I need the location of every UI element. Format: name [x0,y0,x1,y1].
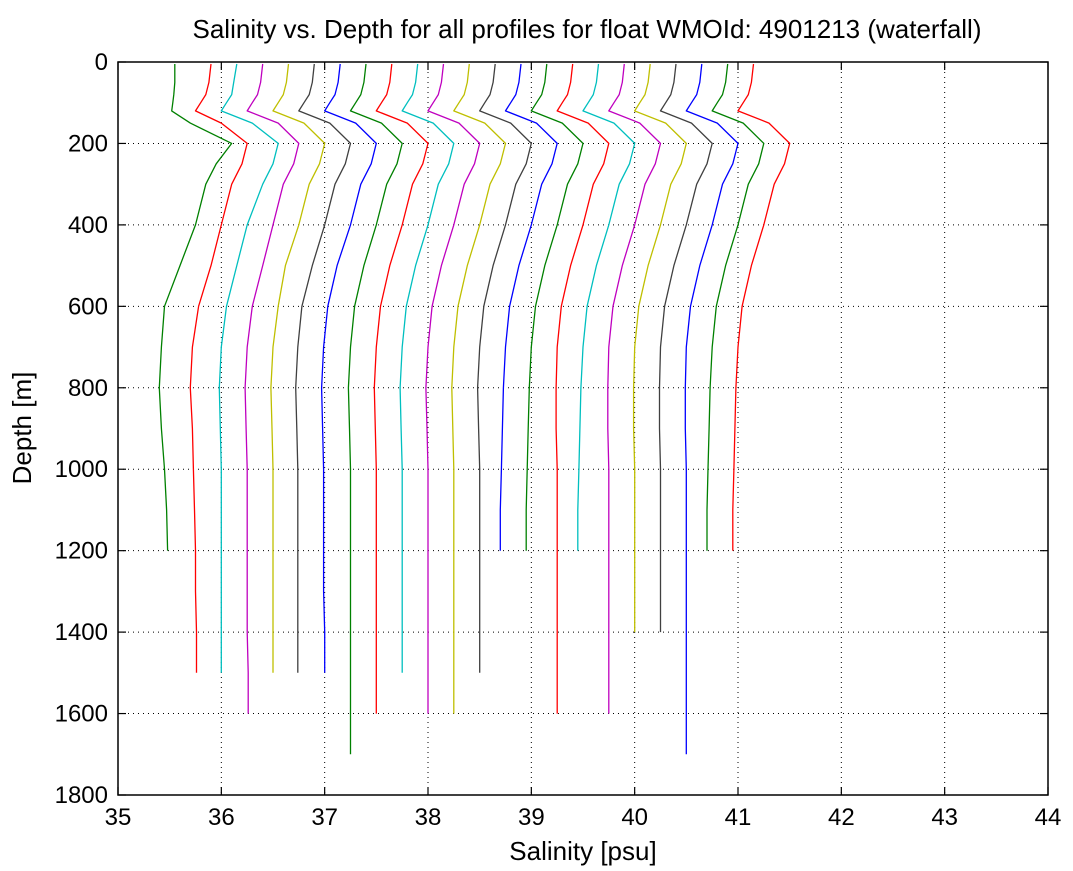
profile-line-6 [295,63,352,673]
profile-line-1 [158,64,233,551]
profile-line-22 [706,63,765,551]
profile-line-14 [499,63,558,551]
x-axis-label: Salinity [psu] [509,836,656,866]
x-tick-label: 38 [415,804,442,831]
profile-line-21 [684,63,739,755]
x-tick-labels: 35 36 37 38 39 40 41 42 43 44 [105,804,1062,831]
profile-line-17 [577,63,636,551]
profile-line-18 [607,63,662,714]
profile-line-19 [632,63,687,633]
profile-line-5 [270,63,326,673]
profile-line-8 [347,63,403,755]
profile-line-9 [373,63,429,714]
x-tick-label: 37 [311,804,338,831]
profile-line-13 [476,63,532,673]
profile-lines [158,63,791,755]
y-tick-label: 1200 [55,538,108,565]
x-tick-label: 35 [105,804,132,831]
y-tick-label: 200 [68,130,108,157]
profile-line-23 [732,63,791,551]
profile-line-2 [189,63,248,673]
y-tick-label: 1000 [55,456,108,483]
x-tick-label: 41 [725,804,752,831]
y-tick-labels: 0 200 400 600 800 1000 1200 1400 1600 1800 [55,49,108,809]
y-axis-label: Depth [m] [7,372,37,485]
x-tick-label: 36 [208,804,235,831]
x-tick-label: 42 [828,804,855,831]
y-tick-label: 1400 [55,619,108,646]
y-tick-label: 1800 [55,782,108,809]
profile-line-12 [451,63,507,714]
profile-line-20 [658,63,713,633]
y-tick-label: 800 [68,375,108,402]
y-tick-label: 600 [68,293,108,320]
profile-line-16 [555,63,610,714]
x-tick-label: 44 [1035,804,1062,831]
x-tick-label: 43 [931,804,958,831]
y-tick-label: 0 [95,49,108,76]
profile-line-10 [399,63,455,673]
profile-line-3 [218,63,279,673]
profile-line-11 [425,63,481,714]
grid-lines [118,62,1048,795]
x-tick-label: 40 [621,804,648,831]
chart-title: Salinity vs. Depth for all profiles for … [193,14,982,44]
y-tick-label: 400 [68,212,108,239]
profile-line-4 [244,63,300,714]
profile-line-7 [320,63,377,673]
profile-line-15 [525,63,584,551]
x-tick-label: 39 [518,804,545,831]
tick-marks [117,61,1049,796]
y-tick-label: 1600 [55,701,108,728]
plot-frame [117,61,1049,796]
